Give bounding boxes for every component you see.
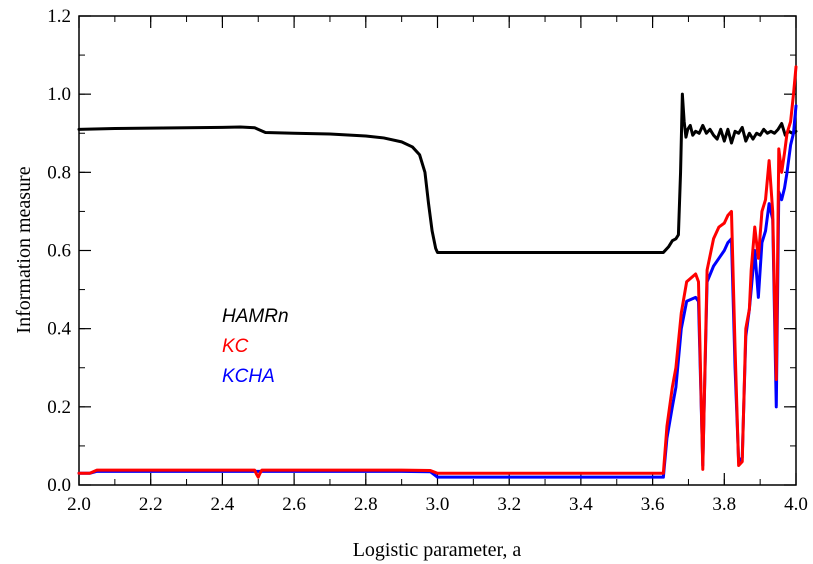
x-tick-label: 4.0 — [784, 494, 808, 515]
series-line-kc — [77, 65, 798, 479]
legend-label-kc: KC — [222, 336, 249, 357]
x-tick-label: 2.4 — [211, 494, 235, 515]
major-ticks — [78, 15, 797, 486]
x-tick-label: 3.4 — [569, 494, 593, 515]
y-tick-label: 0.4 — [47, 319, 71, 340]
legend-label-hamrn: HAMRn — [222, 306, 289, 327]
y-tick-label: 1.2 — [47, 6, 71, 27]
legend: HAMRn KC KCHA — [222, 306, 289, 387]
y-tick-label: 0.2 — [47, 397, 71, 418]
x-tick-label: 3.2 — [497, 494, 521, 515]
y-tick-label: 0.0 — [47, 475, 71, 496]
legend-label-kcha: KCHA — [222, 366, 275, 387]
y-tick-labels: 0.0 0.2 0.4 0.6 0.8 1.0 1.2 — [47, 6, 71, 496]
x-tick-labels: 2.0 2.2 2.4 2.6 2.8 3.0 3.2 3.4 3.6 3.8 4.0 — [67, 494, 808, 515]
y-tick-label: 0.6 — [47, 241, 71, 262]
x-tick-label: 3.8 — [712, 494, 736, 515]
y-tick-label: 0.8 — [47, 162, 71, 183]
y-axis-title: Information measure — [13, 166, 35, 333]
x-tick-label: 3.0 — [426, 494, 450, 515]
series-line-hamrn — [77, 92, 798, 254]
x-axis-title: Logistic parameter, a — [353, 539, 522, 561]
x-tick-label: 2.2 — [139, 494, 163, 515]
x-tick-label: 3.6 — [641, 494, 665, 515]
series-lines — [77, 65, 798, 479]
x-tick-label: 2.8 — [354, 494, 378, 515]
x-tick-label: 2.0 — [67, 494, 91, 515]
x-tick-label: 2.6 — [282, 494, 306, 515]
y-tick-label: 1.0 — [47, 84, 71, 105]
